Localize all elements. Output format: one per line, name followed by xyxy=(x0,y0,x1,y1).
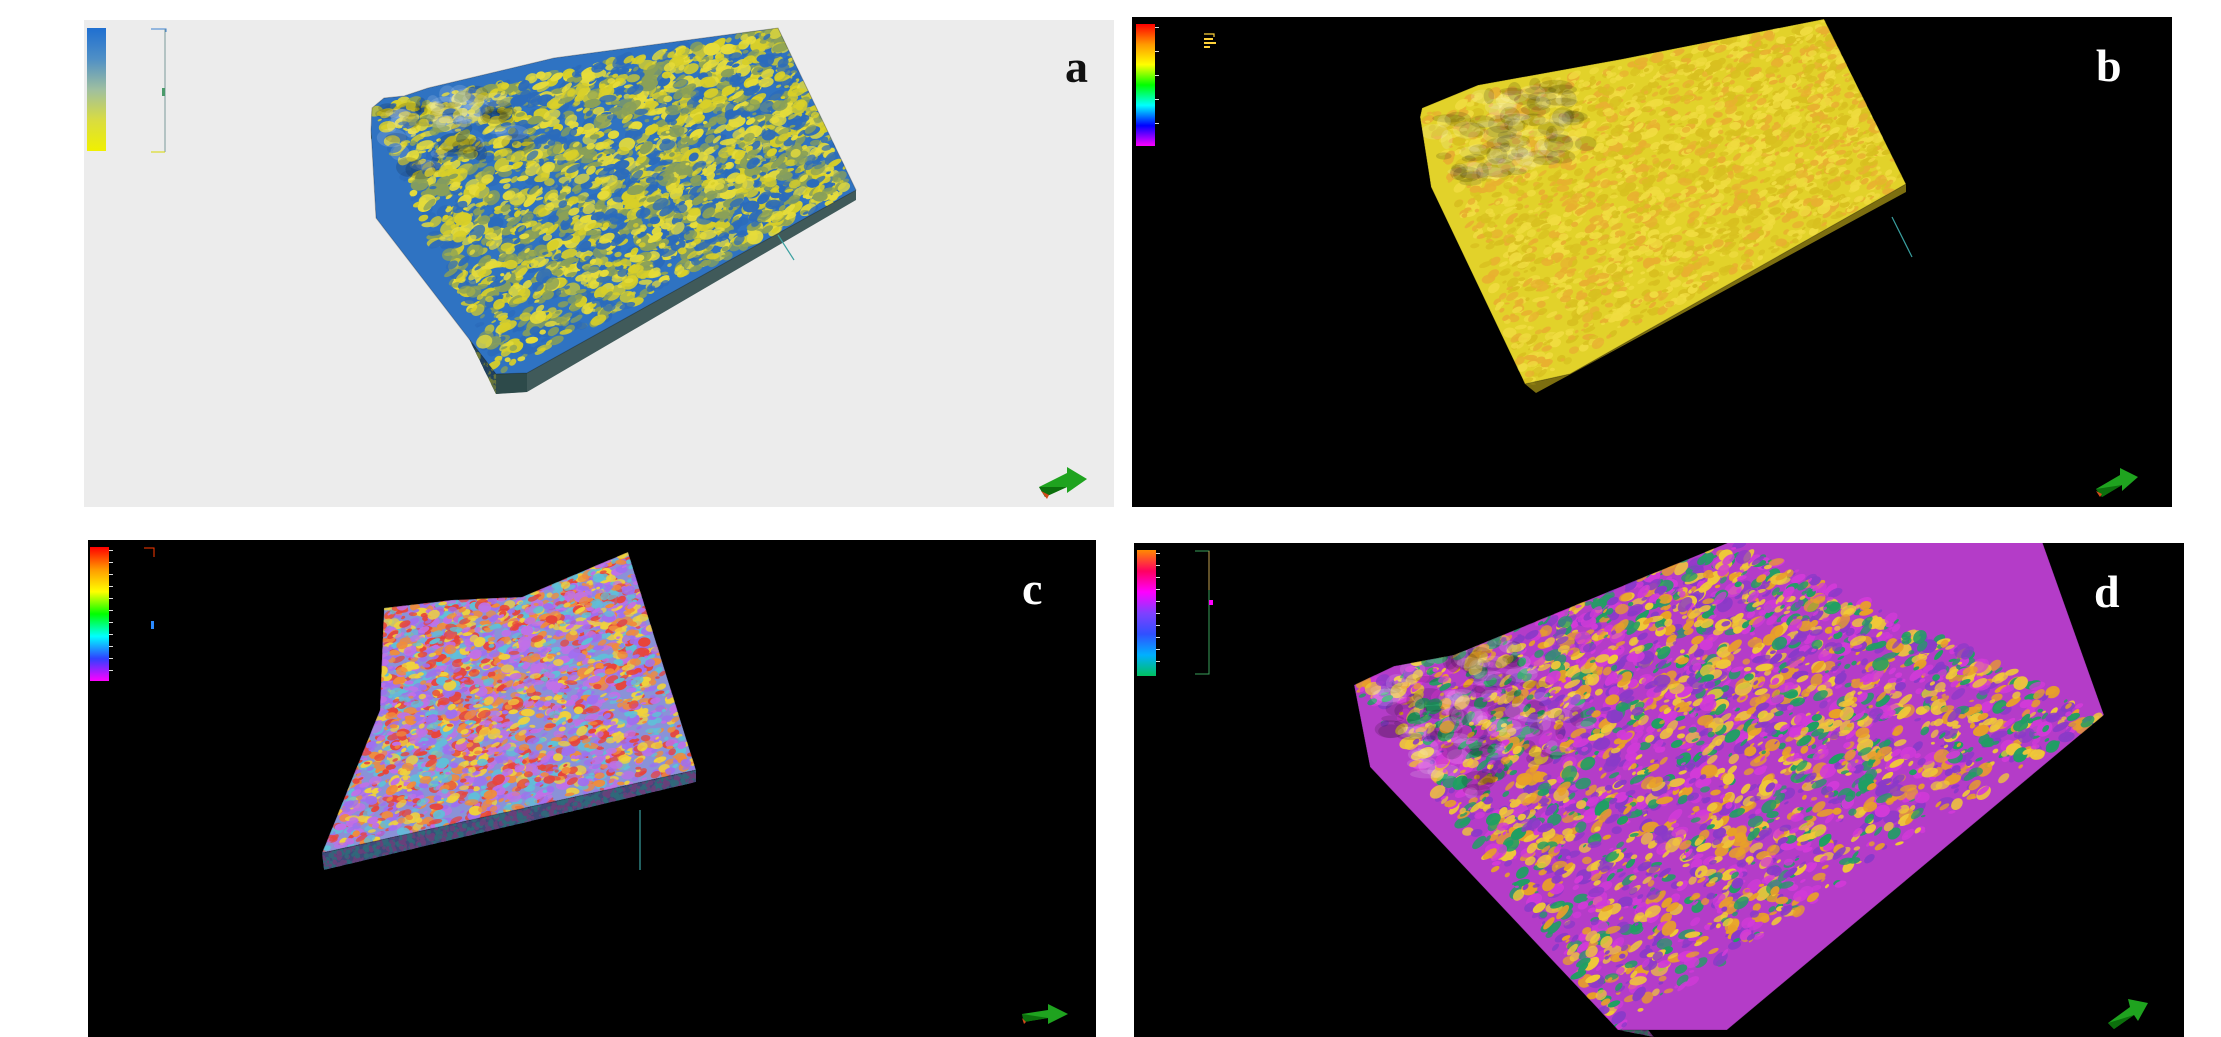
panel-c-color-legend xyxy=(90,544,180,687)
legend-histogram-icon xyxy=(1204,33,1216,48)
panel-label-b: b xyxy=(2096,40,2122,91)
model-top-surface xyxy=(322,552,696,853)
navigation-arrow-icon[interactable] xyxy=(2094,465,2140,499)
legend-histogram-icon xyxy=(144,547,155,629)
panel-label-c: c xyxy=(1022,563,1043,614)
panel-d-3d-model-viewport[interactable]: d xyxy=(1134,543,2184,1037)
navigation-arrow-icon[interactable] xyxy=(1037,467,1089,501)
panel-c-3d-model-viewport[interactable]: c xyxy=(88,540,1096,1037)
legend-colorbar xyxy=(1137,550,1156,676)
axis-line xyxy=(777,234,795,261)
panel-a-color-legend xyxy=(87,25,177,156)
panel-b-color-legend xyxy=(1136,21,1236,154)
model-side-face xyxy=(322,770,696,870)
legend-colorbar xyxy=(1136,24,1155,146)
panel-c-scene xyxy=(88,540,1096,1037)
model-top-surface xyxy=(371,28,856,374)
panel-d-color-legend xyxy=(1137,547,1227,684)
panel-b-3d-model-viewport[interactable]: b xyxy=(1132,17,2172,507)
model-top-surface xyxy=(1420,19,1906,384)
legend-histogram-icon xyxy=(1195,550,1213,675)
navigation-arrow-icon[interactable] xyxy=(2106,995,2150,1031)
model-end-face xyxy=(496,190,856,394)
legend-colorbar xyxy=(90,547,109,681)
legend-histogram-icon xyxy=(151,28,167,153)
panel-label-a: a xyxy=(1065,41,1088,92)
panel-d-scene xyxy=(1134,543,2184,1037)
model-top-surface xyxy=(1354,543,2104,1030)
panel-a-scene xyxy=(84,20,1114,507)
navigation-arrow-icon[interactable] xyxy=(1020,1000,1070,1030)
panel-a-3d-model-viewport[interactable]: a xyxy=(84,20,1114,507)
legend-colorbar xyxy=(87,28,106,151)
panel-label-d: d xyxy=(2094,566,2120,617)
axis-line xyxy=(1891,216,1913,258)
panel-b-scene xyxy=(1132,17,2172,507)
